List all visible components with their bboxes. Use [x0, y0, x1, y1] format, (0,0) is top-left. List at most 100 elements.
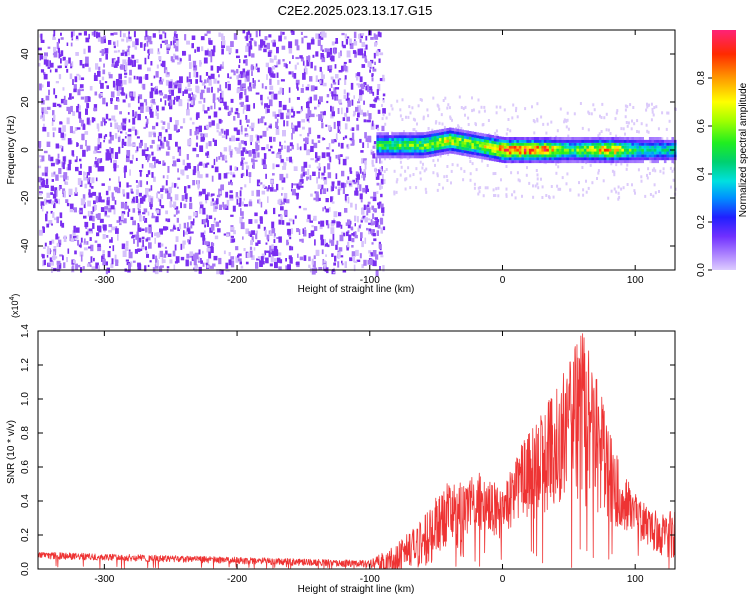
spectrogram-cell — [255, 30, 258, 38]
spectrogram-cell — [603, 139, 607, 143]
spectrogram-cell — [369, 258, 373, 266]
spectrogram-cell — [494, 131, 497, 135]
spectrogram-cell — [109, 178, 111, 181]
spectrogram-cell — [58, 239, 62, 246]
spectrogram-cell — [438, 146, 442, 150]
spectrogram-cell — [161, 106, 165, 111]
spectrogram-cell — [218, 74, 220, 78]
spectrogram-cell — [463, 147, 467, 151]
spectrogram-cell — [217, 228, 221, 233]
spectrogram-cell — [511, 193, 513, 197]
spectrogram-cell — [77, 89, 81, 96]
spectrogram-cell — [202, 104, 205, 112]
spectrogram-cell — [380, 169, 383, 173]
spectrogram-cell — [561, 157, 564, 161]
spectrogram-cell — [506, 139, 509, 143]
spectrogram-cell — [263, 153, 267, 160]
spectrogram-cell — [593, 151, 597, 155]
spectrogram-cell — [96, 123, 100, 129]
spectrogram-cell — [399, 160, 402, 164]
spectrogram-cell — [466, 130, 469, 134]
spectrogram-cell — [381, 138, 384, 141]
spectrogram-cell — [448, 106, 451, 110]
spectrogram-cell — [381, 143, 384, 147]
spectrogram-cell — [182, 118, 186, 124]
spectrogram-cell — [628, 151, 632, 155]
spectrogram-cell — [47, 66, 51, 69]
spectrogram-cell — [216, 198, 219, 205]
spectrogram-cell — [150, 100, 152, 103]
spectrogram-cell — [255, 233, 258, 240]
spectrogram-cell — [203, 97, 206, 103]
spectrogram-cell — [388, 140, 392, 144]
spectrogram-cell — [540, 177, 542, 181]
spectrogram-cell — [239, 216, 243, 224]
spectrogram-cell — [408, 105, 411, 109]
spectrogram-cell — [600, 116, 603, 119]
spectrogram-cell — [551, 157, 554, 161]
spectrogram-cell — [362, 142, 365, 148]
spectrogram-cell — [238, 74, 242, 78]
spectrogram-cell — [424, 187, 427, 191]
spectrogram-cell — [272, 42, 276, 47]
spectrogram-cell — [324, 242, 328, 247]
spectrogram-cell — [162, 259, 166, 263]
spectrogram-cell — [345, 156, 350, 160]
spectrogram-cell — [234, 166, 237, 171]
spectrogram-cell — [58, 198, 60, 205]
spectrogram-cell — [178, 83, 182, 90]
spectrogram-cell — [192, 254, 196, 260]
spectrogram-cell — [216, 97, 219, 100]
spectrogram-cell — [361, 90, 364, 95]
spectrogram-cell — [461, 152, 464, 156]
spectrogram-cell — [451, 130, 454, 134]
spectrogram-cell — [478, 135, 482, 139]
spectrogram-cell — [189, 62, 192, 69]
spectrogram-cell — [110, 205, 115, 210]
spectrogram-cell — [643, 157, 647, 161]
spectrogram-cell — [230, 214, 234, 217]
spectrogram-cell — [641, 139, 644, 143]
spectrogram-cell — [471, 154, 474, 158]
spectrogram-cell — [380, 160, 383, 164]
spectrogram-cell — [198, 249, 201, 255]
spectrogram-cell — [212, 138, 215, 142]
spectrogram-cell — [262, 261, 265, 265]
spectrogram-cell — [310, 85, 315, 92]
spectrogram-cell — [65, 199, 69, 203]
spectrogram-cell — [436, 172, 439, 176]
spectrogram-cell — [248, 40, 252, 46]
spectrogram-cell — [586, 145, 589, 149]
spectrogram-cell — [79, 144, 83, 150]
spectrogram-cell — [607, 196, 610, 200]
spectrogram-cell — [243, 204, 248, 207]
spectrogram-cell — [626, 137, 629, 140]
spectrogram-cell — [501, 151, 504, 155]
spectrogram-cell — [108, 230, 113, 233]
spectrogram-cell — [130, 96, 135, 101]
spectrogram-cell — [292, 127, 295, 134]
spectrogram-cell — [134, 234, 137, 238]
spectrogram-cell — [76, 234, 79, 239]
spectrogram-cell — [38, 47, 42, 51]
spectrogram-cell — [78, 32, 82, 36]
spectrogram-cell — [116, 90, 121, 96]
spectrogram-cell — [335, 87, 340, 90]
spectrogram-cell — [533, 142, 537, 146]
spectrogram-cell — [346, 36, 350, 39]
spectrogram-cell — [444, 96, 447, 100]
spectrogram-cell — [404, 169, 407, 173]
spectrogram-cell — [378, 135, 382, 139]
spectrogram-cell — [231, 238, 236, 243]
spectrogram-cell — [317, 36, 322, 39]
spectrogram-cell — [44, 172, 48, 177]
spectrogram-cell — [603, 116, 606, 120]
spectrogram-cell — [656, 145, 659, 149]
spectrogram-cell — [644, 194, 647, 198]
spectrogram-cell — [276, 237, 279, 239]
spectrogram-cell — [496, 141, 499, 145]
spectrogram-cell — [285, 258, 287, 262]
spectrogram-cell — [51, 223, 53, 226]
spectrogram-cell — [656, 142, 659, 146]
spectrogram-cell — [443, 142, 447, 146]
